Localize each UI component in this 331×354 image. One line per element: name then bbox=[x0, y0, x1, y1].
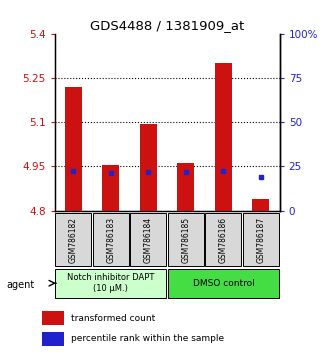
Bar bbox=[215, 63, 232, 211]
Bar bbox=[42, 312, 64, 325]
Bar bbox=[168, 213, 204, 266]
Text: Notch inhibitor DAPT
(10 μM.): Notch inhibitor DAPT (10 μM.) bbox=[67, 274, 155, 293]
Bar bbox=[42, 332, 64, 346]
Text: GSM786185: GSM786185 bbox=[181, 217, 190, 263]
Text: percentile rank within the sample: percentile rank within the sample bbox=[71, 335, 225, 343]
Bar bbox=[65, 87, 82, 211]
Text: GSM786187: GSM786187 bbox=[257, 217, 265, 263]
Text: DMSO control: DMSO control bbox=[193, 279, 254, 288]
Bar bbox=[55, 213, 91, 266]
Bar bbox=[130, 213, 166, 266]
Text: GSM786186: GSM786186 bbox=[219, 217, 228, 263]
Bar bbox=[253, 199, 269, 211]
Text: agent: agent bbox=[7, 280, 35, 290]
Bar bbox=[140, 124, 157, 211]
Text: GSM786183: GSM786183 bbox=[106, 217, 116, 263]
Text: GSM786182: GSM786182 bbox=[69, 217, 78, 263]
Bar bbox=[168, 269, 279, 297]
Bar bbox=[206, 213, 241, 266]
Bar bbox=[93, 213, 129, 266]
Text: GSM786184: GSM786184 bbox=[144, 217, 153, 263]
Bar bbox=[177, 164, 194, 211]
Bar bbox=[103, 165, 119, 211]
Bar bbox=[55, 269, 166, 297]
Text: transformed count: transformed count bbox=[71, 314, 156, 323]
Title: GDS4488 / 1381909_at: GDS4488 / 1381909_at bbox=[90, 19, 244, 33]
Bar bbox=[243, 213, 279, 266]
